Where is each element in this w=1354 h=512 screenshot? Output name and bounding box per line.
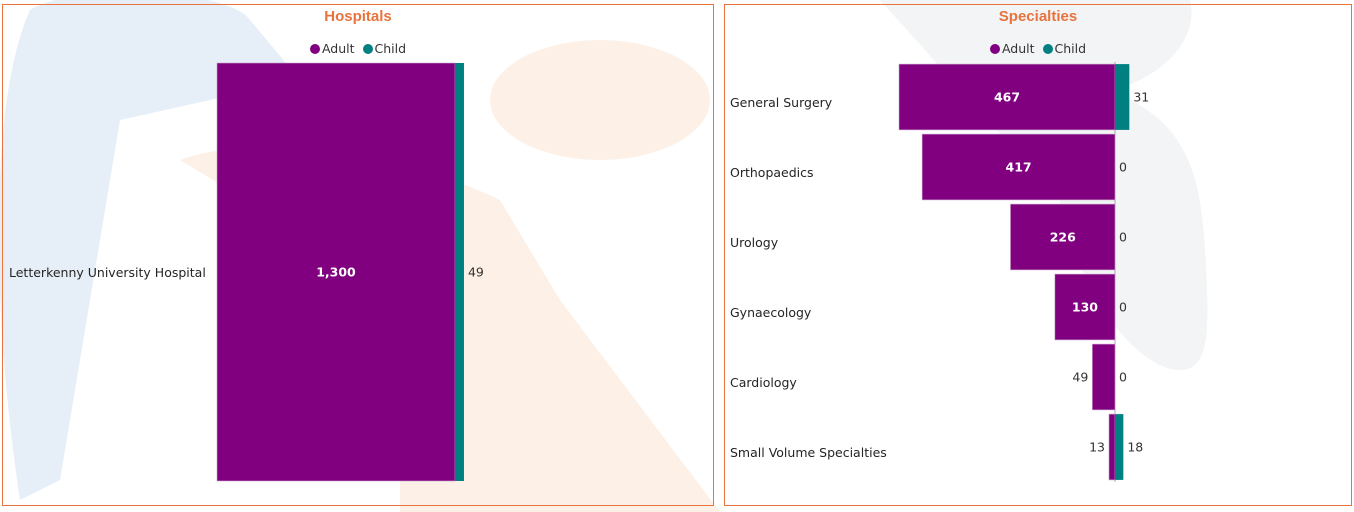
data-label-adult: 467: [994, 90, 1020, 105]
category-label: Orthopaedics: [730, 165, 814, 180]
background-blob-gray: [880, 0, 1208, 370]
data-label-adult: 49: [1072, 370, 1088, 385]
bar-adult[interactable]: [1054, 273, 1116, 341]
category-label: Cardiology: [730, 375, 797, 390]
data-label-adult: 1,300: [316, 265, 356, 280]
data-label-child: 31: [1133, 90, 1149, 105]
data-label-adult: 130: [1072, 300, 1098, 315]
data-label-child: 0: [1119, 300, 1127, 315]
bar-adult[interactable]: [921, 133, 1116, 201]
bar-adult[interactable]: [1092, 343, 1116, 411]
data-label-child: 0: [1119, 370, 1127, 385]
bar-child[interactable]: [455, 63, 464, 481]
background-blob-peach-bottom: [400, 300, 720, 512]
data-label-child: 49: [468, 265, 484, 280]
chart-legend: Adult Child: [725, 41, 1351, 56]
hospitals-chart-panel: Hospitals Adult Child Letterkenny Univer…: [2, 4, 714, 506]
chart-title: Specialties: [998, 8, 1078, 25]
legend-dot-child-icon: [1042, 43, 1053, 54]
specialties-chart-panel: Specialties Adult Child General Surgery 4…: [724, 4, 1352, 506]
bar-adult[interactable]: [216, 62, 456, 482]
specialties-chart-svg: General Surgery 467 31 Orthopaedics 417 0 Urol…: [730, 62, 1149, 482]
bar-adult[interactable]: [1108, 413, 1116, 481]
bar-adult[interactable]: [898, 63, 1116, 131]
data-label-child: 0: [1119, 230, 1127, 245]
category-label: General Surgery: [730, 95, 833, 110]
legend-label-adult: Adult: [1001, 41, 1035, 56]
category-label: Letterkenny University Hospital: [9, 265, 206, 280]
legend-label-adult: Adult: [321, 41, 355, 56]
data-label-child: 18: [1127, 440, 1143, 455]
legend-dot-child-icon: [362, 43, 373, 54]
hospitals-chart-svg: Letterkenny University Hospital 1,300 49: [9, 62, 484, 482]
category-label: Urology: [730, 235, 779, 250]
legend-item-child[interactable]: Child: [1042, 41, 1087, 56]
bar-child[interactable]: [1115, 64, 1130, 130]
category-label: Gynaecology: [730, 305, 812, 320]
background-blob-peach-circle: [490, 40, 710, 160]
legend-item-child[interactable]: Child: [362, 41, 407, 56]
legend-item-adult[interactable]: Adult: [309, 41, 355, 56]
data-label-child: 0: [1119, 160, 1127, 175]
category-label: Small Volume Specialties: [730, 445, 887, 460]
legend-label-child: Child: [1054, 41, 1087, 56]
data-label-adult: 13: [1089, 440, 1105, 455]
chart-title: Hospitals: [324, 8, 392, 25]
data-label-adult: 226: [1050, 230, 1076, 245]
bar-adult[interactable]: [1010, 203, 1116, 271]
legend-dot-adult-icon: [989, 43, 1000, 54]
legend-dot-adult-icon: [309, 43, 320, 54]
legend-label-child: Child: [374, 41, 407, 56]
legend-item-adult[interactable]: Adult: [989, 41, 1035, 56]
background-blob-blue: [0, 0, 300, 500]
data-label-adult: 417: [1006, 160, 1032, 175]
bar-child[interactable]: [1115, 414, 1124, 480]
chart-legend: Adult Child: [3, 41, 713, 56]
